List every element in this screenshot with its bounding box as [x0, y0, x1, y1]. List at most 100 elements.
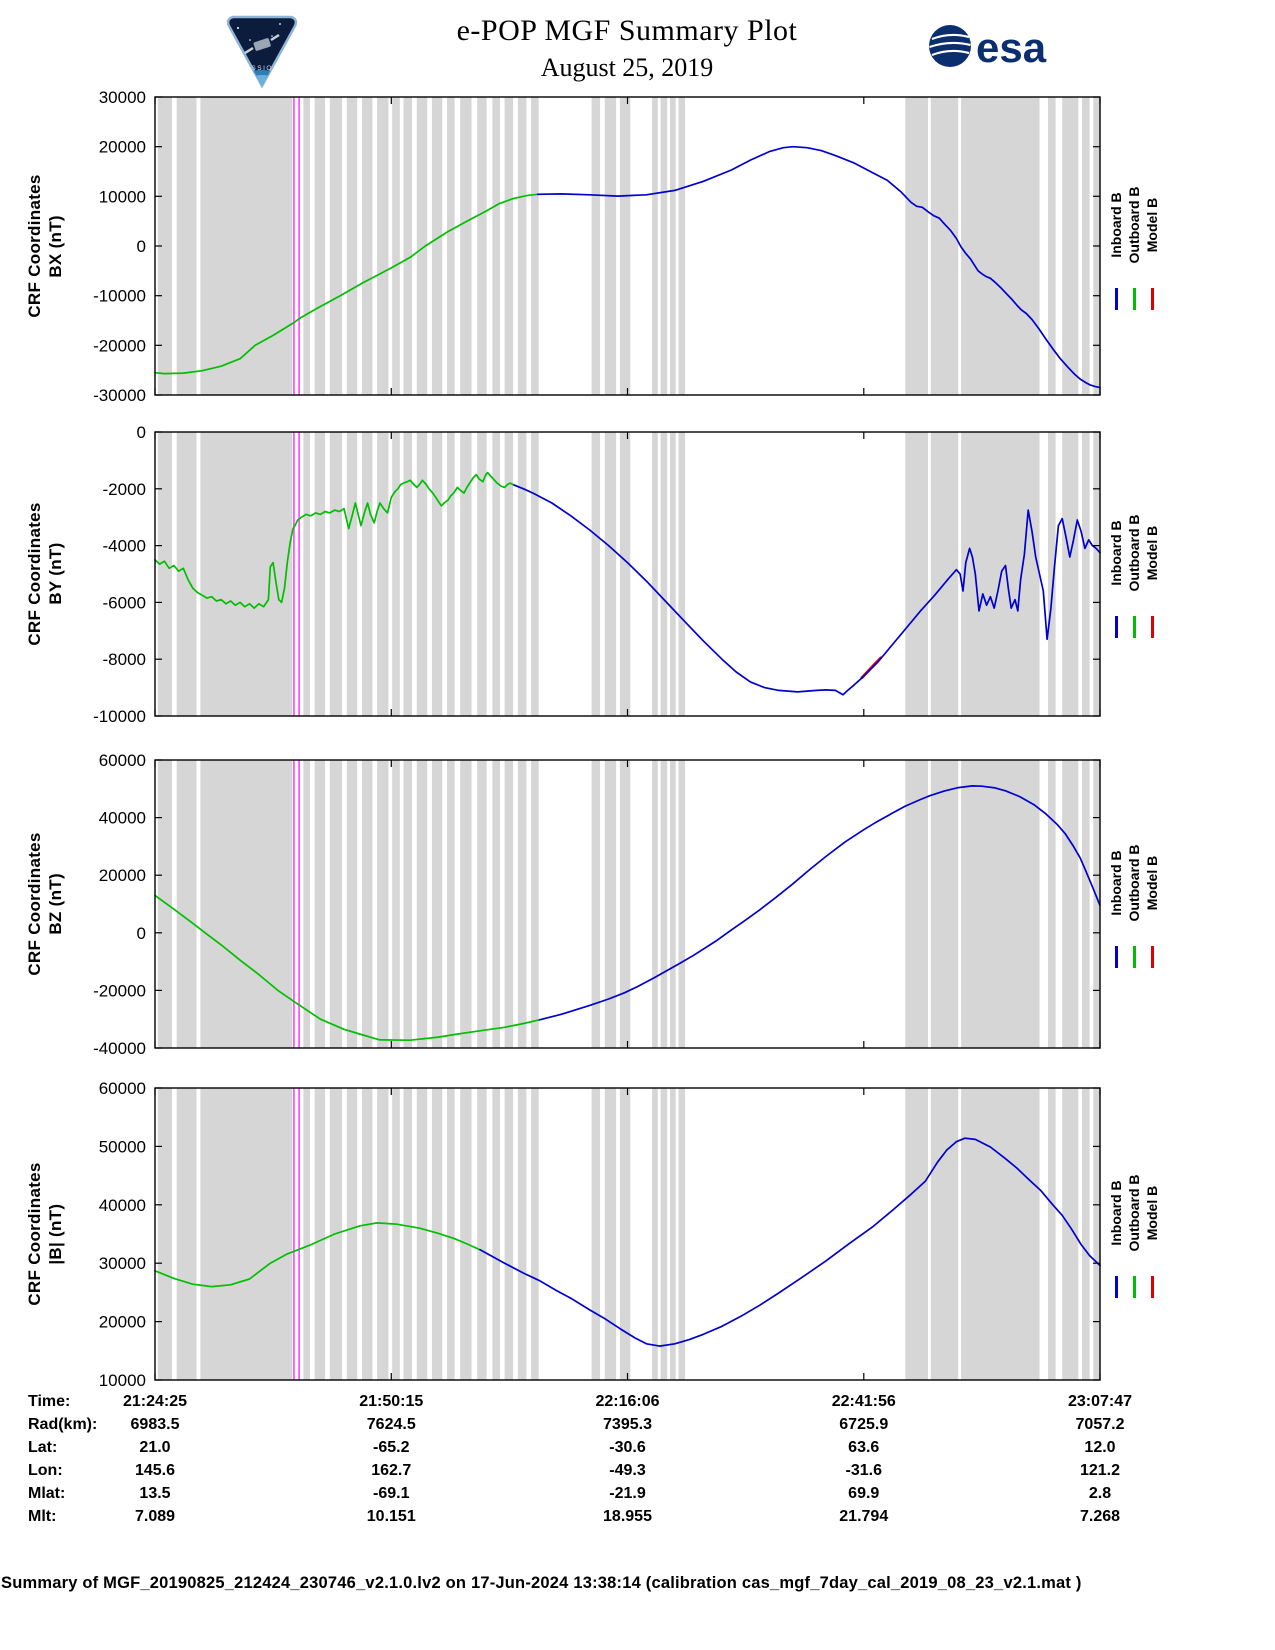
table-cell: 23:07:47 — [1067, 1393, 1133, 1410]
series-bz-outboard-b — [154, 894, 541, 1042]
data-gap-band — [619, 432, 631, 716]
data-gap-band — [930, 1088, 959, 1380]
y-tick-label: -4000 — [103, 537, 146, 556]
data-gap-band — [377, 760, 389, 1048]
data-gap-band — [604, 432, 617, 716]
series-bmag-inboard-b — [479, 1137, 1101, 1347]
cassiope-patch-icon: CASSIOPE — [226, 15, 298, 89]
data-gap-band — [346, 1088, 358, 1380]
data-gap-band — [930, 432, 959, 716]
data-gap-band — [157, 432, 172, 716]
data-gap-band — [652, 1088, 658, 1380]
data-gap-band — [1093, 1088, 1100, 1380]
table-cell: 21:50:15 — [359, 1393, 424, 1410]
data-gap-band — [447, 1088, 455, 1380]
data-gap-band — [517, 1088, 527, 1380]
data-gap-band — [1048, 760, 1056, 1048]
data-gap-band — [670, 760, 676, 1048]
data-gap-band — [403, 760, 412, 1048]
data-gap-band — [905, 97, 928, 395]
table-cell: -21.9 — [609, 1485, 646, 1502]
data-gap-band — [346, 760, 358, 1048]
data-gap-band — [1082, 1088, 1090, 1380]
data-gap-band — [1082, 97, 1090, 395]
data-gap-band — [619, 97, 631, 395]
data-gap-band — [961, 760, 1040, 1048]
table-row-label: Lon: — [28, 1462, 63, 1479]
legend-line-sample — [1133, 616, 1136, 638]
data-gap-band — [905, 432, 928, 716]
data-gap-band — [1093, 432, 1100, 716]
data-gap-band — [670, 97, 676, 395]
y-tick-label: 0 — [137, 423, 146, 442]
data-gap-band — [392, 1088, 400, 1380]
legend-label-model-b: Model B — [1144, 525, 1160, 581]
data-gap-band — [176, 1088, 197, 1380]
y-tick-label: 20000 — [99, 1313, 146, 1332]
data-gap-band — [392, 97, 400, 395]
data-gap-band — [157, 1088, 172, 1380]
table-row-label: Rad(km): — [28, 1416, 98, 1433]
data-gap-band — [492, 432, 500, 716]
y-tick-label: -20000 — [93, 981, 146, 1000]
cassiope-label: CASSIOPE — [239, 65, 284, 72]
y-tick-label: 40000 — [99, 1196, 146, 1215]
legend-label-inboard-b: Inboard B — [1108, 1180, 1124, 1246]
data-gap-band — [314, 432, 326, 716]
data-gap-band — [176, 97, 197, 395]
data-gap-band — [1062, 1088, 1079, 1380]
data-gap-band — [314, 760, 326, 1048]
y-tick-label: -20000 — [93, 336, 146, 355]
data-gap-band — [460, 97, 472, 395]
data-gap-band — [431, 432, 443, 716]
legend-label-outboard-b: Outboard B — [1126, 1174, 1142, 1252]
data-gap-band — [591, 1088, 601, 1380]
data-gap-band — [652, 760, 658, 1048]
data-gap-band — [678, 1088, 686, 1380]
data-gap-band — [517, 432, 527, 716]
data-gap-band — [517, 97, 527, 395]
data-gap-band — [678, 97, 686, 395]
data-gap-band — [477, 760, 487, 1048]
table-cell: 22:41:56 — [831, 1393, 896, 1410]
data-gap-band — [660, 432, 668, 716]
figure-title: e-POP MGF Summary Plot — [456, 14, 798, 47]
table-cell: -69.1 — [373, 1485, 410, 1502]
y-tick-label: 20000 — [99, 866, 146, 885]
y-axis-label-line: CRF Coordinates — [25, 1162, 44, 1306]
table-row-label: Mlat: — [28, 1485, 66, 1502]
data-gap-band — [157, 97, 172, 395]
table-cell: 162.7 — [371, 1462, 412, 1479]
legend-label-outboard-b: Outboard B — [1126, 844, 1142, 922]
y-tick-label: 30000 — [99, 1254, 146, 1273]
legend-line-sample — [1115, 1276, 1118, 1298]
table-cell: -65.2 — [373, 1439, 410, 1456]
data-gap-band — [303, 760, 310, 1048]
data-gap-band — [392, 760, 400, 1048]
data-gap-band — [660, 97, 668, 395]
data-gap-band — [492, 97, 500, 395]
data-gap-band — [531, 97, 539, 395]
table-cell: 2.8 — [1088, 1485, 1112, 1502]
legend-line-sample — [1151, 946, 1154, 968]
table-cell: 7.268 — [1079, 1508, 1121, 1525]
data-gap-band — [1082, 432, 1090, 716]
panel-by: 0 -2000 -4000 -6000 -8000 -10000 — [93, 423, 1101, 726]
y-tick-label: -2000 — [103, 480, 146, 499]
esa-wordmark: esa — [976, 24, 1047, 71]
series-bx-inboard-b — [536, 145, 1101, 389]
y-tick-label: 40000 — [99, 809, 146, 828]
legend-line-sample — [1115, 288, 1118, 310]
data-gap-band — [604, 97, 617, 395]
legend-line-sample — [1133, 288, 1136, 310]
table-cell: -30.6 — [609, 1439, 646, 1456]
data-gap-band — [1048, 1088, 1056, 1380]
y-tick-label: -30000 — [93, 386, 146, 405]
y-tick-label: 60000 — [99, 1079, 146, 1098]
table-cell: 69.9 — [848, 1485, 880, 1502]
y-axis-label-line: CRF Coordinates — [25, 502, 44, 646]
data-gap-band — [200, 432, 293, 716]
data-gap-band — [1062, 97, 1079, 395]
data-gap-band — [314, 1088, 326, 1380]
